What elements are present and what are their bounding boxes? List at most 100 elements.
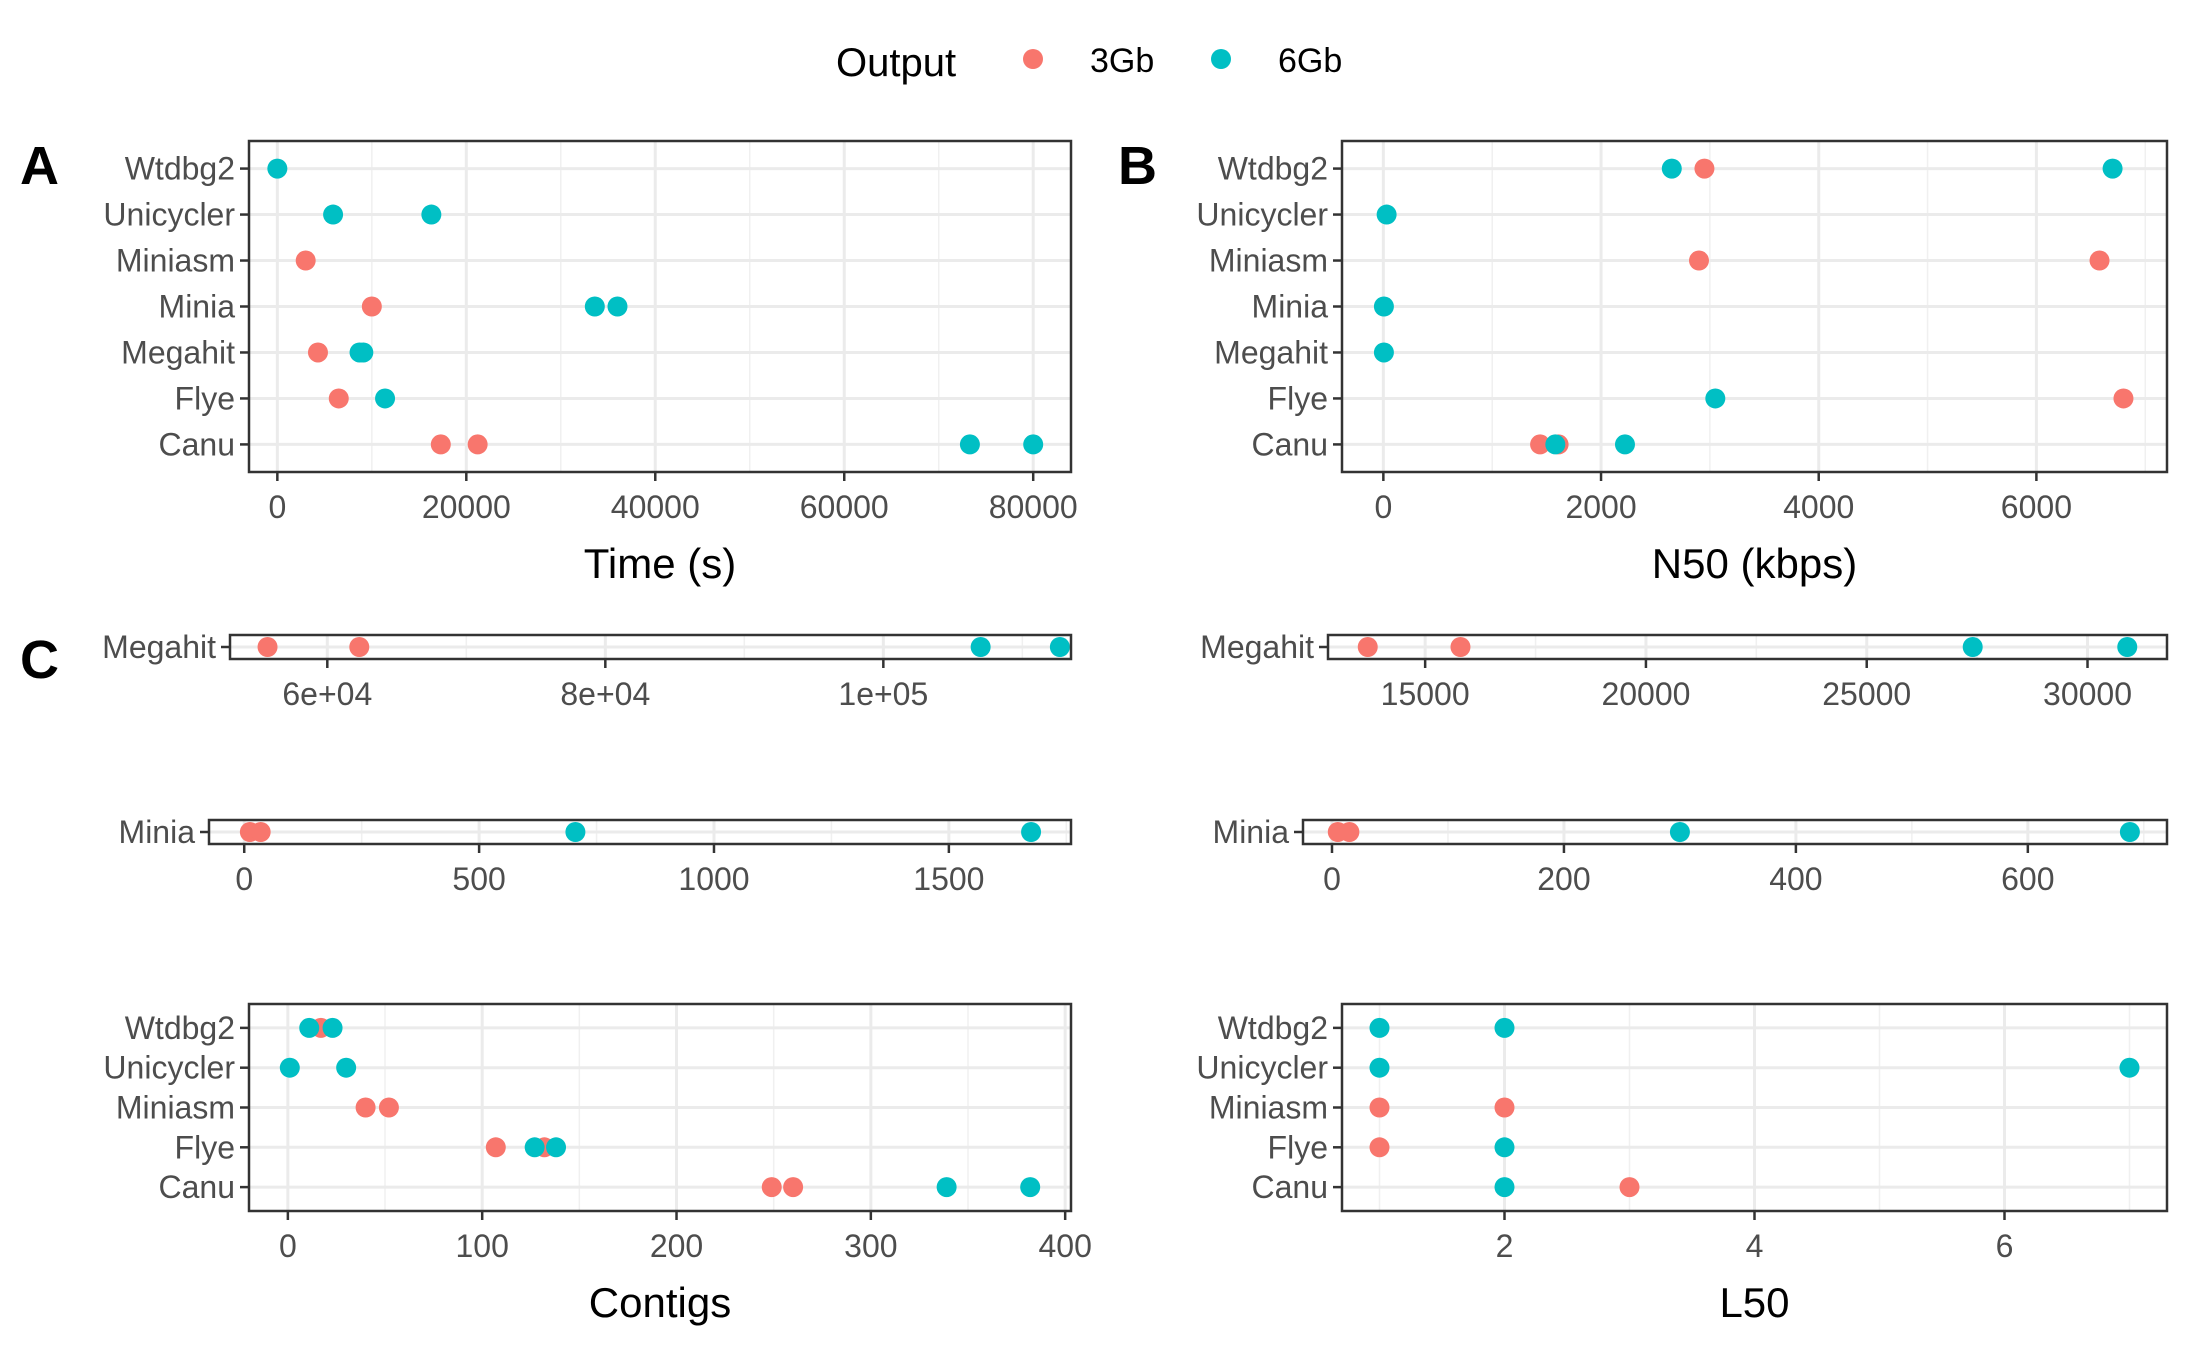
- panel-contigs-megahit: Megahit 6e+04 8e+04 1e+05: [102, 629, 1073, 712]
- y-tick-label-wtdbg2: Wtdbg2: [1218, 1010, 1328, 1046]
- data-point-3gb-miniasm: [355, 1097, 376, 1118]
- y-tick-label-wtdbg2: Wtdbg2: [125, 151, 235, 187]
- data-point-3gb-megahit: [1357, 637, 1378, 657]
- x-tick-label: 1e+05: [838, 676, 928, 712]
- y-tick-label-megahit: Megahit: [1200, 629, 1314, 665]
- y-tick-label-minia: Minia: [1213, 814, 1290, 850]
- x-tick-label: 2: [1496, 1228, 1514, 1264]
- panel-time: Wtdbg2 Unicycler Miniasm Minia Megahit Flye Ca…: [103, 139, 1078, 587]
- x-tick-label: 40000: [611, 489, 700, 525]
- x-tick-label: 60000: [800, 489, 889, 525]
- x-tick-label: 25000: [1822, 676, 1911, 712]
- data-point-6gb-wtdbg2: [1494, 1017, 1515, 1038]
- x-tick-label: 500: [452, 861, 505, 897]
- data-point-6gb-canu: [936, 1177, 957, 1198]
- data-point-6gb-flye: [1705, 388, 1726, 409]
- data-point-6gb-minia: [607, 296, 628, 317]
- data-point-6gb-wtdbg2: [1661, 158, 1682, 179]
- y-tick-label-megahit: Megahit: [1214, 334, 1328, 370]
- data-point-6gb-canu: [1614, 434, 1635, 455]
- data-point-3gb-megahit: [257, 637, 278, 657]
- legend: Output 3Gb 6Gb: [836, 41, 1342, 85]
- data-point-3gb-canu: [430, 434, 451, 455]
- x-tick-label: 15000: [1381, 676, 1470, 712]
- data-point-6gb-canu: [1494, 1177, 1515, 1198]
- data-point-6gb-canu: [1020, 1177, 1041, 1198]
- data-point-6gb-unicycler: [1369, 1057, 1390, 1078]
- data-point-6gb-minia: [565, 822, 586, 842]
- data-point-3gb-canu: [1530, 434, 1551, 455]
- data-point-6gb-megahit: [1962, 637, 1983, 657]
- data-point-6gb-flye: [546, 1137, 567, 1158]
- y-tick-label-wtdbg2: Wtdbg2: [125, 1010, 235, 1046]
- y-tick-label-megahit: Megahit: [102, 629, 216, 665]
- x-tick-label: 600: [2001, 861, 2054, 897]
- data-point-3gb-canu: [1619, 1177, 1640, 1198]
- legend-key-6gb: [1211, 49, 1231, 69]
- data-point-3gb-flye: [328, 388, 349, 409]
- data-point-6gb-megahit: [1049, 637, 1070, 657]
- legend-label-3gb: 3Gb: [1090, 42, 1154, 80]
- x-tick-label: 4000: [1783, 489, 1854, 525]
- data-point-3gb-megahit: [307, 342, 328, 363]
- y-tick-label-canu: Canu: [1252, 426, 1329, 462]
- y-tick-label-canu: Canu: [159, 426, 236, 462]
- data-point-3gb-wtdbg2: [1694, 158, 1715, 179]
- data-point-6gb-wtdbg2: [2102, 158, 2123, 179]
- data-point-3gb-canu: [783, 1177, 804, 1198]
- x-tick-label: 0: [268, 489, 286, 525]
- legend-key-3gb: [1023, 49, 1043, 69]
- data-point-6gb-minia: [2119, 822, 2140, 842]
- data-point-6gb-wtdbg2: [322, 1017, 343, 1038]
- x-axis-title-n50-kbps-: N50 (kbps): [1652, 540, 1857, 587]
- y-tick-label-miniasm: Miniasm: [116, 243, 235, 279]
- data-point-6gb-minia: [584, 296, 605, 317]
- data-point-3gb-miniasm: [2089, 250, 2110, 271]
- data-point-3gb-miniasm: [1688, 250, 1709, 271]
- x-tick-label: 200: [650, 1228, 703, 1264]
- x-tick-label: 100: [455, 1228, 508, 1264]
- y-tick-label-megahit: Megahit: [121, 334, 235, 370]
- data-point-6gb-unicycler: [323, 204, 344, 225]
- panel-tag-a: A: [20, 136, 59, 196]
- data-point-6gb-flye: [375, 388, 396, 409]
- y-tick-label-unicycler: Unicycler: [103, 1050, 235, 1086]
- x-axis-title-l50: L50: [1719, 1279, 1789, 1326]
- y-tick-label-miniasm: Miniasm: [1209, 1090, 1328, 1126]
- x-tick-label: 20000: [422, 489, 511, 525]
- panel-l50-megahit: Megahit 15000 20000 25000 30000: [1200, 629, 2169, 712]
- x-tick-label: 0: [279, 1228, 297, 1264]
- y-tick-label-flye: Flye: [1268, 1129, 1328, 1165]
- legend-label-6gb: 6Gb: [1278, 42, 1342, 80]
- data-point-6gb-megahit: [2117, 637, 2138, 657]
- data-point-3gb-miniasm: [1369, 1097, 1390, 1118]
- data-point-6gb-canu: [1545, 434, 1566, 455]
- data-point-6gb-canu: [1023, 434, 1044, 455]
- panel-contigs-minia: Minia 0 500 1000 1500: [119, 814, 1073, 897]
- data-point-6gb-megahit: [1373, 342, 1394, 363]
- data-point-6gb-wtdbg2: [299, 1017, 320, 1038]
- data-point-6gb-unicycler: [336, 1057, 357, 1078]
- x-tick-label: 6000: [2001, 489, 2072, 525]
- data-point-6gb-flye: [1494, 1137, 1515, 1158]
- x-tick-label: 1500: [913, 861, 984, 897]
- y-tick-label-unicycler: Unicycler: [1196, 1050, 1328, 1086]
- y-tick-label-unicycler: Unicycler: [103, 197, 235, 233]
- data-point-3gb-canu: [467, 434, 488, 455]
- y-tick-label-miniasm: Miniasm: [1209, 243, 1328, 279]
- x-tick-label: 30000: [2043, 676, 2132, 712]
- y-tick-label-minia: Minia: [159, 289, 236, 325]
- x-tick-label: 80000: [989, 489, 1078, 525]
- data-point-6gb-minia: [1669, 822, 1690, 842]
- panel-n50: Wtdbg2 Unicycler Miniasm Minia Megahit Flye Ca…: [1196, 139, 2169, 587]
- data-point-6gb-wtdbg2: [267, 158, 288, 179]
- panel-tag-c: C: [20, 630, 59, 690]
- x-tick-label: 400: [1769, 861, 1822, 897]
- data-point-6gb-unicycler: [1376, 204, 1397, 225]
- data-point-6gb-unicycler: [421, 204, 442, 225]
- data-point-6gb-unicycler: [279, 1057, 300, 1078]
